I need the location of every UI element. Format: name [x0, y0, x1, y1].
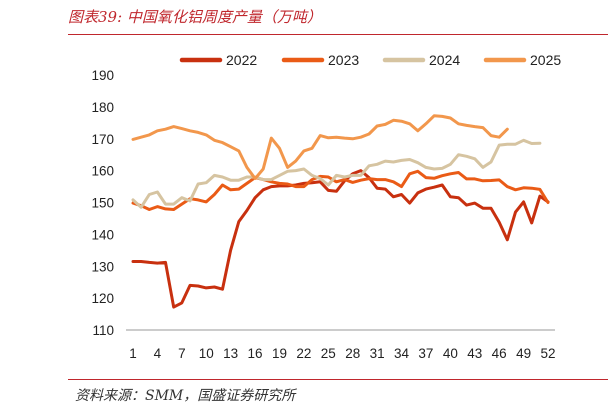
- legend-item-2023: 2023: [281, 52, 359, 68]
- x-tick-label: 34: [394, 346, 410, 361]
- series-line-2022: [131, 169, 550, 309]
- source-rule: [68, 379, 608, 380]
- x-tick-label: 43: [467, 346, 482, 361]
- y-tick-label: 130: [91, 259, 114, 274]
- source-note: 资料来源：SMM，国盛证券研究所: [75, 388, 296, 404]
- y-tick-label: 170: [91, 132, 114, 147]
- x-tick-label: 4: [154, 346, 162, 361]
- x-tick-label: 1: [129, 346, 137, 361]
- x-tick-label: 10: [199, 346, 214, 361]
- legend-item-2024: 2024: [382, 52, 460, 68]
- y-tick-label: 180: [91, 100, 114, 115]
- legend-item-2022: 2022: [179, 52, 257, 68]
- title-rule: [68, 34, 608, 35]
- x-tick-label: 37: [418, 346, 433, 361]
- y-tick-label: 150: [91, 196, 114, 211]
- series-line-2025: [131, 114, 509, 181]
- x-tick-label: 16: [248, 346, 263, 361]
- legend-item-2025: 2025: [483, 52, 561, 68]
- legend-label: 2025: [530, 52, 561, 68]
- series-line-2023: [131, 169, 550, 211]
- y-tick-label: 160: [91, 164, 114, 179]
- x-tick-label: 52: [540, 346, 555, 361]
- x-tick-label: 25: [321, 346, 336, 361]
- x-tick-label: 28: [345, 346, 360, 361]
- chart-lines: [131, 114, 550, 309]
- chart-axes: 110 120 130 140 150 160 170 180 190 1 4 7 10 13 16 19 22…: [91, 68, 555, 361]
- x-tick-label: 7: [178, 346, 186, 361]
- y-tick-label: 140: [91, 227, 114, 242]
- legend-label: 2023: [328, 52, 359, 68]
- x-tick-label: 19: [272, 346, 287, 361]
- legend-label: 2022: [226, 52, 257, 68]
- x-tick-label: 40: [443, 346, 458, 361]
- chart-legend: 2022 2023 2024 2025: [179, 52, 561, 68]
- legend-label: 2024: [429, 52, 460, 68]
- y-tick-label: 190: [91, 68, 114, 83]
- series-line-2024: [131, 138, 542, 209]
- x-tick-label: 13: [223, 346, 238, 361]
- x-tick-label: 49: [516, 346, 531, 361]
- y-tick-label: 120: [91, 291, 114, 306]
- x-tick-label: 46: [492, 346, 507, 361]
- figure-title: 图表39: 中国氧化铝周度产量（万吨）: [68, 8, 322, 26]
- y-tick-label: 110: [92, 323, 114, 338]
- x-tick-label: 31: [370, 346, 385, 361]
- x-tick-label: 22: [296, 346, 311, 361]
